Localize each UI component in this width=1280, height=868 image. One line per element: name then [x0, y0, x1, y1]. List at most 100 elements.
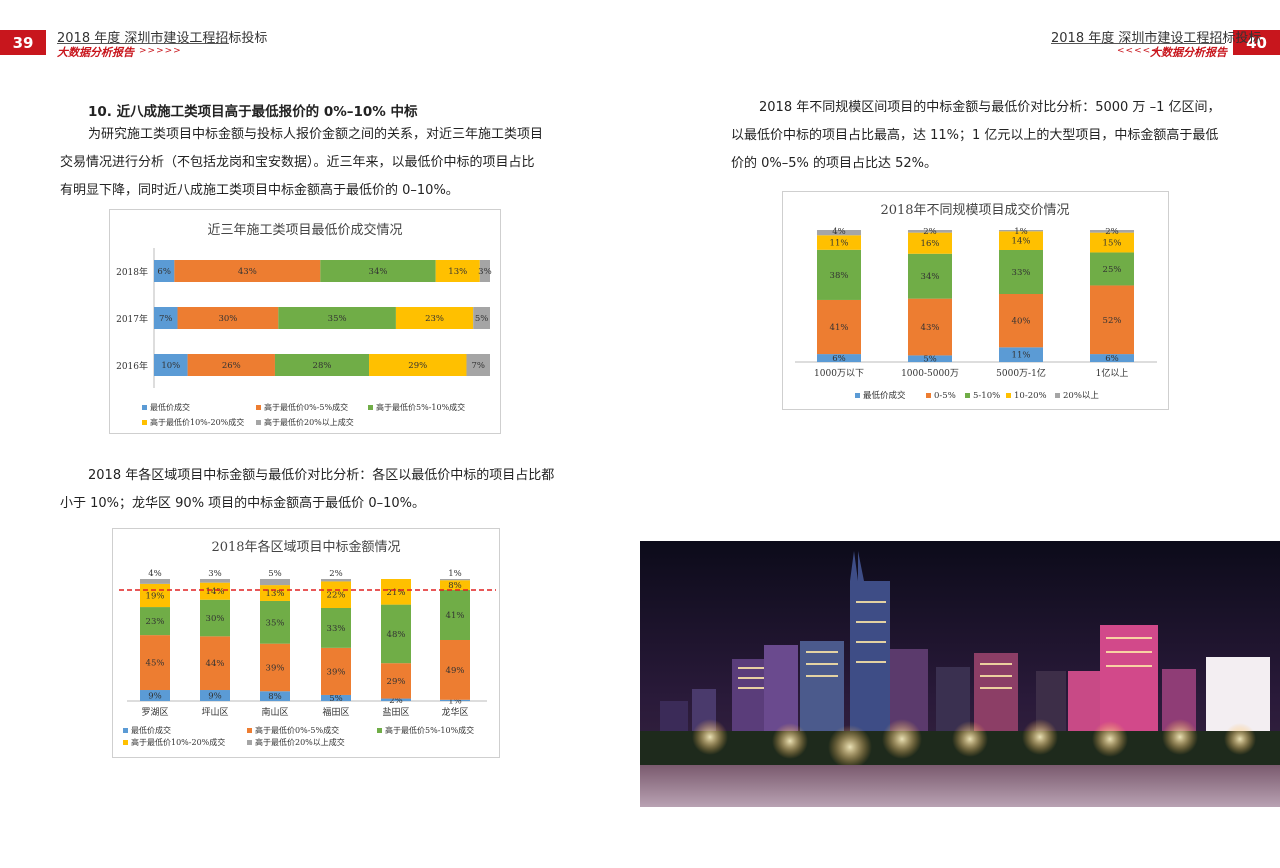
legend-swatch — [142, 405, 147, 410]
chart-title: 近三年施工类项目最低价成交情况 — [207, 222, 402, 238]
shenzhen-night-skyline-photo — [640, 541, 1280, 807]
legend-swatch — [247, 728, 252, 733]
bar-segment — [1090, 252, 1134, 286]
data-label: 16% — [921, 239, 940, 249]
data-label: 6% — [832, 354, 846, 364]
tick-label: 盐田区 — [382, 706, 409, 718]
data-label: 43% — [921, 323, 940, 333]
data-label: 5% — [329, 694, 343, 704]
data-label: 13% — [266, 589, 285, 599]
data-label: 8% — [448, 581, 462, 591]
header-arrows-right: <<<<< — [1117, 46, 1160, 56]
bar-segment — [177, 307, 279, 329]
data-label: 21% — [387, 588, 406, 598]
chart-title: 2018年不同规模项目成交价情况 — [880, 202, 1069, 218]
legend-label: 最低价成交 — [863, 390, 906, 401]
legend-label: 高于最低价10%-20%成交 — [131, 737, 225, 747]
left-paragraph-1: 为研究施工类项目中标金额与投标人报价金额之间的关系，对近三年施工类项目 交易情况… — [60, 121, 543, 205]
bar-segment — [154, 307, 178, 329]
text-line: 有明显下降，同时近八成施工类项目中标金额高于最低价的 0–10%。 — [60, 183, 459, 198]
data-label: 41% — [830, 323, 849, 333]
bar-segment — [260, 643, 290, 692]
bar-segment — [473, 307, 490, 329]
bar-segment — [908, 230, 952, 233]
chart-scale: 2018年不同规模项目成交价情况 6% 41% 38% 11% 4% 1000万以下 5% 43… — [782, 191, 1169, 410]
data-label: 6% — [1105, 354, 1119, 364]
data-label: 40% — [1012, 317, 1031, 327]
legend-swatch — [256, 420, 261, 425]
bar-segment — [320, 260, 436, 282]
tick-label: 南山区 — [261, 706, 288, 718]
data-label: 33% — [1012, 268, 1031, 278]
bar-segment — [321, 581, 351, 608]
bar-segment — [140, 635, 170, 691]
bar-segment — [140, 579, 170, 584]
bar-segment — [260, 579, 290, 586]
data-label: 6% — [157, 267, 171, 277]
bar-segment — [174, 260, 321, 282]
bar-segment — [321, 647, 351, 695]
data-label: 14% — [1012, 237, 1031, 247]
legend-swatch — [965, 393, 970, 398]
tick-label: 罗湖区 — [141, 707, 168, 718]
bar-segment — [440, 579, 470, 581]
header-title-right: 2018 年度 深圳市建设工程招标投标 — [1051, 31, 1262, 46]
street-lights — [692, 719, 1256, 769]
chart-three-year-svg: 近三年施工类项目最低价成交情况 2018年 6% 43% 34% 13% 3% 2017年 7%… — [116, 222, 492, 427]
page-number-right: 40 — [1233, 30, 1280, 55]
data-label: 23% — [425, 314, 444, 324]
data-label: 3% — [478, 267, 492, 277]
bar-segment — [999, 230, 1043, 232]
legend-label: 高于最低价5%-10%成交 — [376, 402, 465, 412]
skyline-illustration — [640, 541, 1280, 807]
bar-segment — [154, 260, 175, 282]
bar-segment — [1090, 354, 1134, 362]
tick-label: 福田区 — [322, 706, 349, 718]
bar-segment — [278, 307, 396, 329]
tick-label: 2018年 — [116, 266, 148, 278]
data-label: 1% — [448, 569, 462, 579]
legend-swatch — [1006, 393, 1011, 398]
header-rule-left — [57, 43, 229, 44]
legend-label: 0-5% — [934, 391, 956, 401]
bar-segment — [440, 589, 470, 640]
bar-segment — [187, 354, 275, 376]
data-label: 30% — [206, 614, 225, 624]
bar-segment — [908, 355, 952, 362]
bar-segment — [440, 699, 470, 701]
tick-label: 1000万以下 — [814, 369, 864, 379]
chart-three-year: 近三年施工类项目最低价成交情况 2018年 6% 43% 34% 13% 3% 2017年 7%… — [109, 209, 501, 434]
bar-segment — [908, 298, 952, 356]
header-title-left: 2018 年度 深圳市建设工程招标投标 — [57, 31, 268, 46]
legend-label: 10-20% — [1014, 391, 1047, 401]
data-label: 2% — [329, 569, 343, 579]
bar-segment — [1090, 285, 1134, 355]
data-label: 1% — [448, 696, 462, 706]
bar-segment — [260, 691, 290, 701]
data-label: 2% — [923, 227, 937, 237]
data-label: 10% — [161, 361, 180, 371]
chart-scale-svg: 2018年不同规模项目成交价情况 6% 41% 38% 11% 4% 1000万以下 5% 43… — [795, 202, 1157, 401]
data-label: 2% — [389, 696, 403, 706]
bar-segment — [321, 579, 351, 582]
tick-label: 1亿以上 — [1096, 367, 1129, 379]
left-paragraph-2: 2018 年各区域项目中标金额与最低价对比分析：各区以最低价中标的项目占比都 小… — [60, 462, 554, 518]
legend-swatch — [123, 740, 128, 745]
data-label: 5% — [268, 569, 282, 579]
bar-segment — [381, 698, 411, 701]
tick-label: 2017年 — [116, 313, 148, 325]
bar-segment — [466, 354, 490, 376]
page-number-left: 39 — [0, 30, 46, 55]
data-label: 13% — [448, 267, 467, 277]
bar-segment — [817, 354, 861, 362]
text-line: 以最低价中标的项目占比最高，达 11%；1 亿元以上的大型项目，中标金额高于最低 — [731, 128, 1219, 143]
data-label: 28% — [313, 361, 332, 371]
header-subtitle-right: 大数据分析报告 — [1150, 46, 1227, 59]
tick-label: 2016年 — [116, 360, 148, 372]
legend-label: 高于最低价5%-10%成交 — [385, 725, 474, 735]
data-label: 44% — [206, 659, 225, 669]
legend-label: 高于最低价0%-5%成交 — [264, 402, 348, 412]
legend-swatch — [123, 728, 128, 733]
data-label: 5% — [923, 355, 937, 365]
bar-segment — [1090, 230, 1134, 233]
